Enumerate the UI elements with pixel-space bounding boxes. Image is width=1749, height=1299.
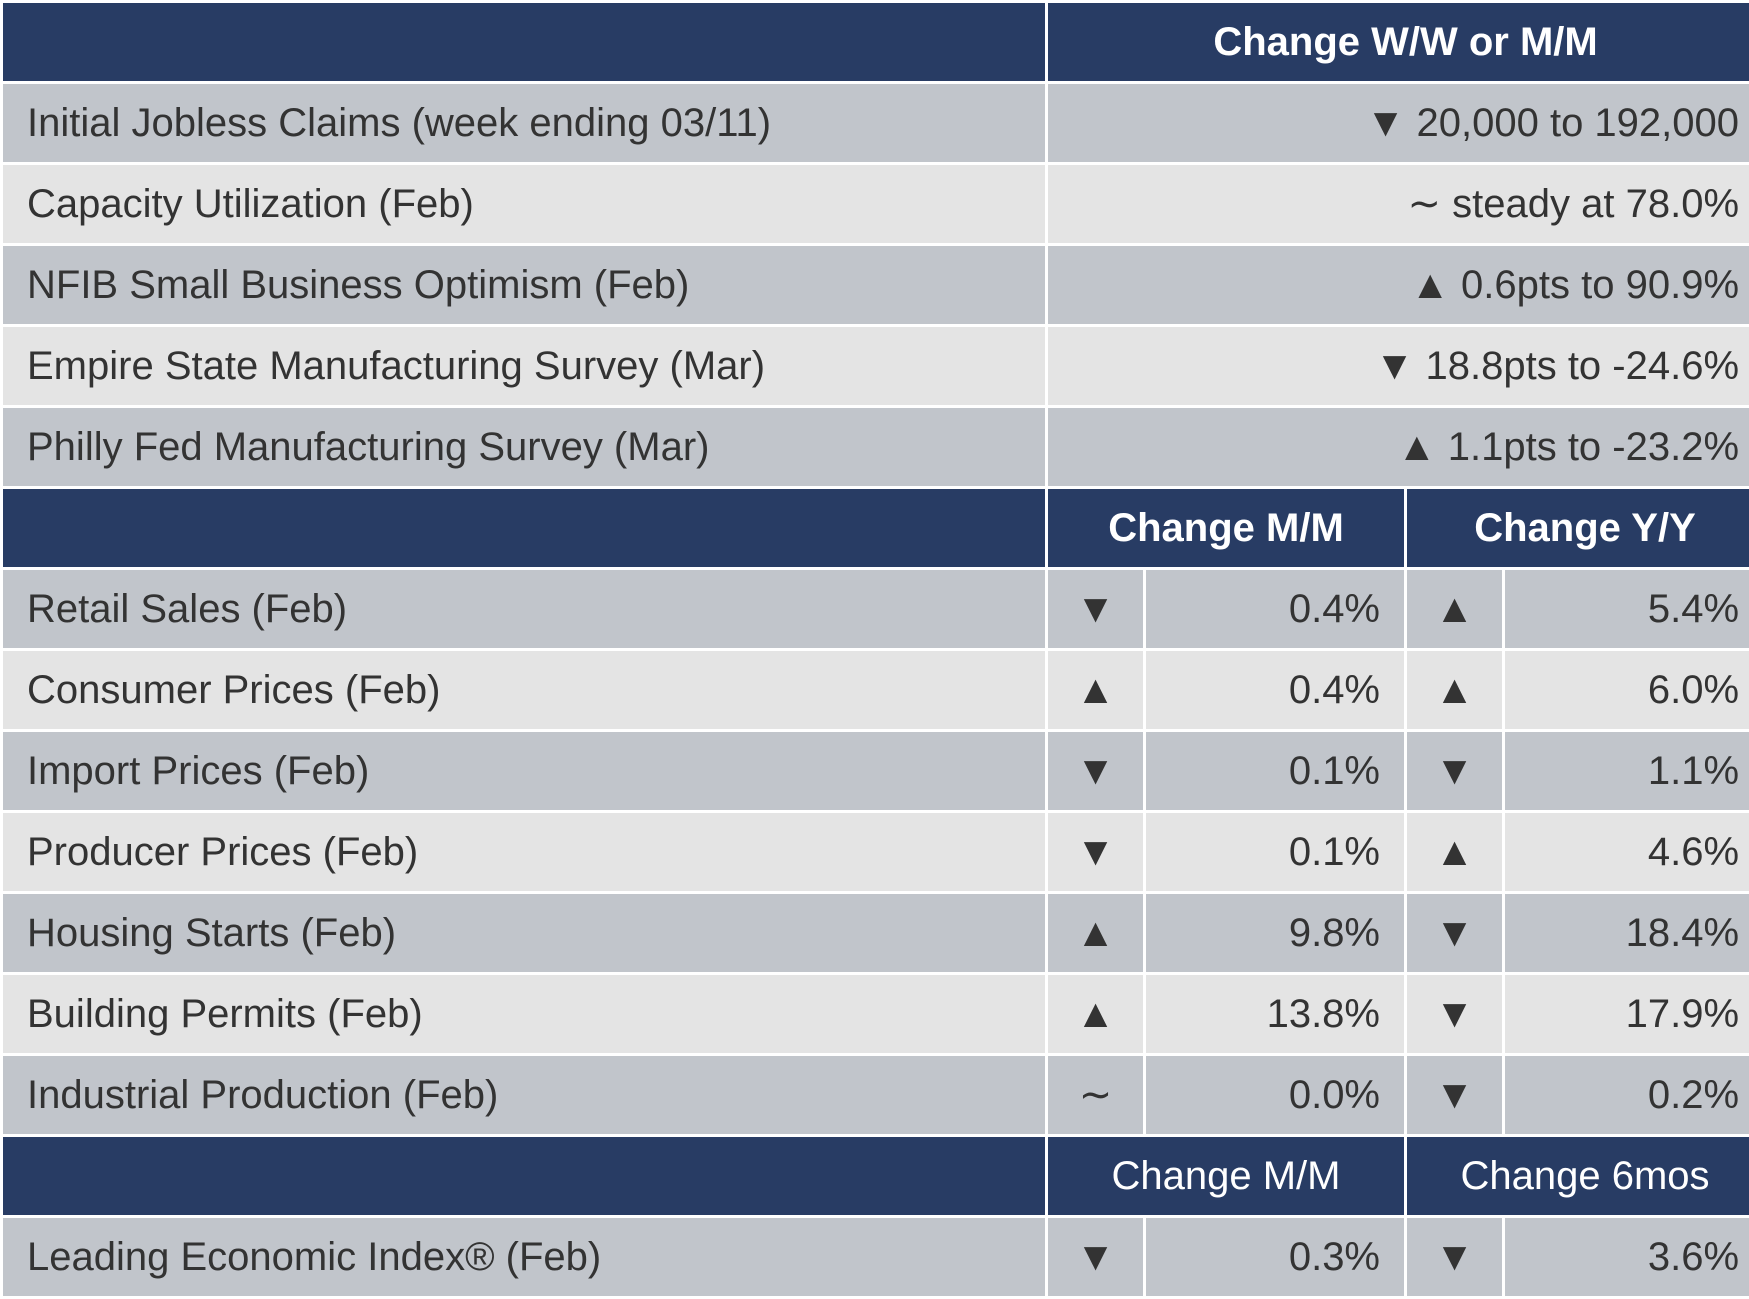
direction-icon: ∼	[1408, 182, 1442, 226]
header-change-6mos: Change 6mos	[1407, 1137, 1749, 1215]
mm-direction-icon: ▼	[1048, 1218, 1143, 1296]
header-change-yy: Change Y/Y	[1407, 489, 1749, 567]
six-mo-value: 3.6%	[1505, 1218, 1749, 1296]
header-blank-3	[3, 1137, 1045, 1215]
economic-indicators-table: Change W/W or M/MInitial Jobless Claims …	[0, 0, 1749, 1299]
indicator-label: Building Permits (Feb)	[3, 975, 1045, 1053]
yy-value: 4.6%	[1505, 813, 1749, 891]
indicator-label: Empire State Manufacturing Survey (Mar)	[3, 327, 1045, 405]
indicator-value: ▲ 1.1pts to -23.2%	[1048, 408, 1749, 486]
mm-direction-icon: ∼	[1048, 1056, 1143, 1134]
direction-icon: ▼	[1366, 101, 1406, 145]
mm-direction-icon: ▼	[1048, 813, 1143, 891]
yy-direction-icon: ▼	[1407, 732, 1502, 810]
indicator-label: Industrial Production (Feb)	[3, 1056, 1045, 1134]
mm-value: 0.3%	[1146, 1218, 1404, 1296]
indicator-label: NFIB Small Business Optimism (Feb)	[3, 246, 1045, 324]
mm-value: 9.8%	[1146, 894, 1404, 972]
yy-value: 6.0%	[1505, 651, 1749, 729]
indicator-label: Retail Sales (Feb)	[3, 570, 1045, 648]
direction-icon: ▲	[1410, 263, 1450, 307]
indicator-label: Consumer Prices (Feb)	[3, 651, 1045, 729]
indicator-value: ▲ 0.6pts to 90.9%	[1048, 246, 1749, 324]
mm-value: 0.1%	[1146, 732, 1404, 810]
indicator-label: Capacity Utilization (Feb)	[3, 165, 1045, 243]
indicator-label: Import Prices (Feb)	[3, 732, 1045, 810]
indicator-label: Initial Jobless Claims (week ending 03/1…	[3, 84, 1045, 162]
indicator-label: Philly Fed Manufacturing Survey (Mar)	[3, 408, 1045, 486]
yy-direction-icon: ▲	[1407, 813, 1502, 891]
yy-direction-icon: ▼	[1407, 975, 1502, 1053]
header-blank-1	[3, 3, 1045, 81]
direction-icon: ▼	[1375, 344, 1415, 388]
indicator-value: ▼ 20,000 to 192,000	[1048, 84, 1749, 162]
mm-direction-icon: ▲	[1048, 651, 1143, 729]
indicator-value: ▼ 18.8pts to -24.6%	[1048, 327, 1749, 405]
yy-direction-icon: ▲	[1407, 570, 1502, 648]
direction-icon: ▲	[1397, 425, 1437, 469]
mm-value: 0.1%	[1146, 813, 1404, 891]
yy-value: 1.1%	[1505, 732, 1749, 810]
indicator-label: Producer Prices (Feb)	[3, 813, 1045, 891]
yy-direction-icon: ▼	[1407, 1056, 1502, 1134]
indicator-label: Housing Starts (Feb)	[3, 894, 1045, 972]
yy-direction-icon: ▼	[1407, 894, 1502, 972]
yy-value: 5.4%	[1505, 570, 1749, 648]
yy-direction-icon: ▲	[1407, 651, 1502, 729]
mm-value: 13.8%	[1146, 975, 1404, 1053]
mm-direction-icon: ▼	[1048, 570, 1143, 648]
header-blank-2	[3, 489, 1045, 567]
yy-value: 18.4%	[1505, 894, 1749, 972]
six-mo-direction-icon: ▼	[1407, 1218, 1502, 1296]
mm-value: 0.4%	[1146, 570, 1404, 648]
indicator-value: ∼ steady at 78.0%	[1048, 165, 1749, 243]
yy-value: 0.2%	[1505, 1056, 1749, 1134]
header-change-mm: Change M/M	[1048, 489, 1404, 567]
mm-direction-icon: ▲	[1048, 894, 1143, 972]
indicator-label: Leading Economic Index® (Feb)	[3, 1218, 1045, 1296]
mm-value: 0.4%	[1146, 651, 1404, 729]
mm-direction-icon: ▲	[1048, 975, 1143, 1053]
mm-direction-icon: ▼	[1048, 732, 1143, 810]
yy-value: 17.9%	[1505, 975, 1749, 1053]
mm-value: 0.0%	[1146, 1056, 1404, 1134]
header-change-mm-3: Change M/M	[1048, 1137, 1404, 1215]
header-change-ww-mm: Change W/W or M/M	[1048, 3, 1749, 81]
